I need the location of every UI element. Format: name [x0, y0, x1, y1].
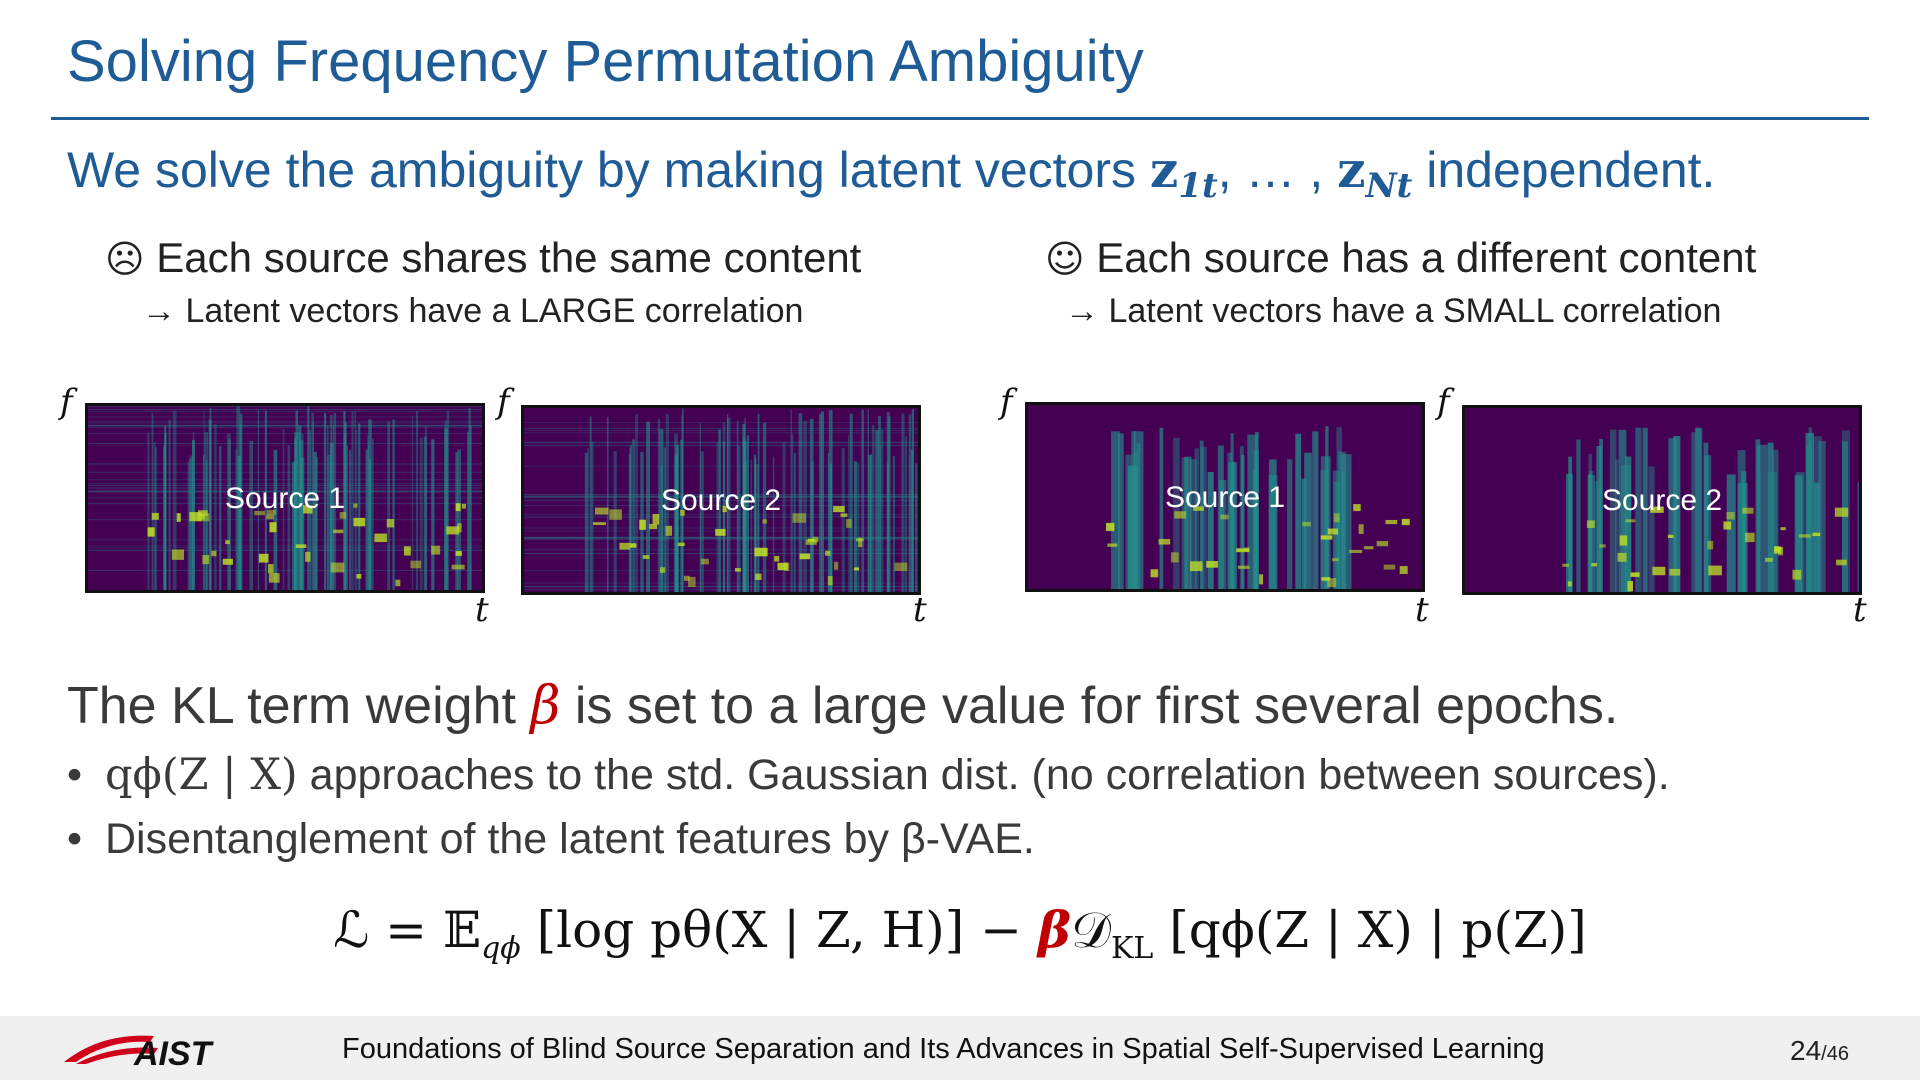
spectrogram-label: Source 1: [1164, 481, 1286, 514]
equation-lhs: ℒ = 𝔼: [333, 901, 482, 959]
equation-likelihood: [log pθ(X | Z, H)] −: [520, 901, 1038, 959]
right-column-heading: ☺ Each source has a different content: [1045, 234, 1756, 282]
kl-weight-statement: The KL term weight β is set to a large v…: [67, 676, 1618, 736]
spectrogram-image: [1465, 408, 1859, 592]
spectrogram-different-source-2: Source 2: [1462, 405, 1862, 595]
latent-vector-last: zNt: [1337, 140, 1413, 206]
spectrogram-image: [524, 408, 918, 592]
right-column-subheading: → Latent vectors have a SMALL correlatio…: [1065, 292, 1721, 331]
left-column-subheading: → Latent vectors have a LARGE correlatio…: [142, 292, 803, 331]
lead-ellipsis: , … ,: [1217, 142, 1338, 198]
left-heading-text: Each source shares the same content: [156, 234, 862, 281]
bullet-dot: •: [67, 751, 83, 799]
total-pages: /46: [1821, 1043, 1849, 1065]
frequency-axis-label: f: [497, 382, 510, 422]
bullet-text: Disentanglement of the latent features b…: [105, 815, 1035, 863]
frequency-axis-label: f: [1437, 382, 1450, 422]
spectrogram-label: Source 2: [660, 484, 782, 517]
spectrogram-label: Source 1: [224, 482, 346, 515]
kl-text-before: The KL term weight: [67, 677, 531, 735]
spectrogram-same-source-2: Source 2: [521, 405, 921, 595]
equation-divergence: 𝒟: [1071, 901, 1112, 959]
loss-equation: ℒ = 𝔼qϕ [log pθ(X | Z, H)] − β𝒟KL [qϕ(Z …: [0, 900, 1920, 966]
lead-text-after: independent.: [1412, 142, 1716, 198]
slide-title: Solving Frequency Permutation Ambiguity: [67, 29, 1144, 94]
equation-beta: β: [1037, 900, 1072, 959]
spectrogram-same-source-1: Source 1: [85, 403, 485, 593]
left-column-heading: ☹ Each source shares the same content: [105, 234, 861, 282]
spectrogram-image: [1028, 405, 1422, 589]
logo-text: AIST: [133, 1035, 215, 1070]
bullet-text: approaches to the std. Gaussian dist. (n…: [297, 751, 1670, 799]
bullet-item: • Disentanglement of the latent features …: [67, 815, 1035, 864]
frequency-axis-label: f: [1000, 382, 1013, 422]
spectrogram-different-source-1: Source 1: [1025, 402, 1425, 592]
current-page: 24: [1790, 1035, 1822, 1066]
bullet-item: • qϕ(Z | X) approaches to the std. Gaussi…: [67, 750, 1670, 800]
page-number: 24/46: [1790, 1035, 1849, 1067]
right-heading-text: Each source has a different content: [1096, 234, 1757, 281]
slide-footer: [0, 1016, 1920, 1080]
arrow-right-icon: →: [142, 292, 176, 330]
latent-vector-first: z1t: [1149, 140, 1218, 206]
time-axis-label: t: [475, 590, 489, 630]
posterior-math: qϕ(Z | X): [105, 750, 298, 800]
arrow-right-icon: →: [1065, 292, 1099, 330]
spectrogram-label: Source 2: [1601, 484, 1723, 517]
left-sub-text: Latent vectors have a LARGE correlation: [185, 292, 804, 330]
sad-face-icon: ☹: [105, 237, 145, 281]
footer-title: Foundations of Blind Source Separation a…: [342, 1033, 1545, 1065]
title-divider: [51, 117, 1869, 120]
aist-logo: AIST: [64, 1035, 215, 1070]
lead-text-before: We solve the ambiguity by making latent …: [67, 142, 1150, 198]
time-axis-label: t: [1415, 590, 1429, 630]
bullet-dot: •: [67, 815, 83, 863]
smiley-face-icon: ☺: [1045, 237, 1085, 281]
spectrogram-image: [88, 406, 482, 590]
beta-symbol: β: [530, 676, 561, 736]
equation-kl-term: [qϕ(Z | X) | p(Z)]: [1153, 901, 1587, 959]
right-sub-text: Latent vectors have a SMALL correlation: [1108, 292, 1722, 330]
frequency-axis-label: f: [60, 382, 73, 422]
kl-text-after: is set to a large value for first severa…: [560, 677, 1619, 735]
equation-sub-q: qϕ: [481, 931, 521, 966]
equation-sub-kl: KL: [1111, 931, 1154, 966]
lead-statement: We solve the ambiguity by making latent …: [67, 140, 1715, 206]
time-axis-label: t: [913, 590, 927, 630]
time-axis-label: t: [1853, 590, 1867, 630]
